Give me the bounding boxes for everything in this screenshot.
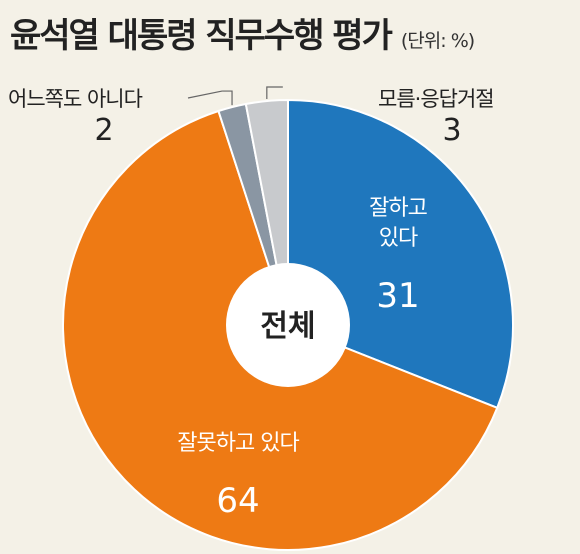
slice-value-1: 64 bbox=[216, 481, 259, 521]
slice-label-0: 있다 bbox=[379, 226, 418, 251]
center-circle bbox=[226, 263, 350, 387]
leader-line-3 bbox=[266, 86, 283, 99]
slice-label-2: 어느쪽도 아니다 bbox=[8, 87, 143, 111]
chart-title: 윤석열 대통령 직무수행 평가 bbox=[10, 16, 393, 56]
slice-value-3: 3 bbox=[442, 113, 461, 148]
slice-value-0: 31 bbox=[376, 276, 419, 316]
chart-unit: (단위: %) bbox=[400, 30, 475, 52]
leader-line-2-b bbox=[187, 90, 223, 99]
title-row: 윤석열 대통령 직무수행 평가 (단위: %) bbox=[10, 8, 576, 64]
slice-label-1: 잘못하고 있다 bbox=[177, 431, 299, 456]
leader-line-2 bbox=[222, 90, 233, 106]
center-label: 전체 bbox=[260, 309, 315, 344]
slice-label-3: 모름·응답거절 bbox=[378, 87, 494, 111]
slice-label-0: 잘하고 bbox=[369, 196, 427, 221]
slice-value-2: 2 bbox=[94, 113, 113, 148]
